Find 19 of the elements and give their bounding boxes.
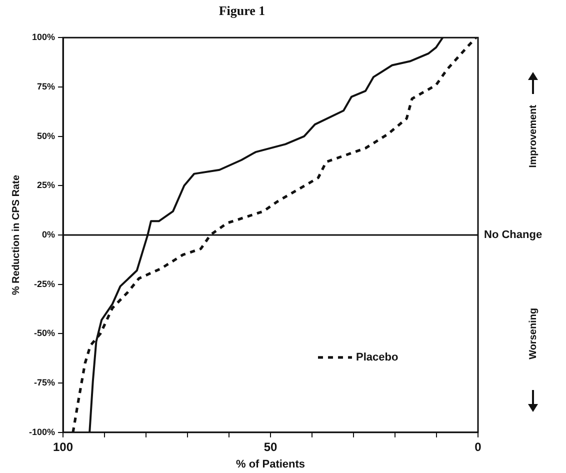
y-tick-label: -100%	[29, 426, 56, 437]
text: Improvement	[528, 104, 539, 168]
y-axis-title: % Reduction in CPS Rate	[10, 174, 22, 296]
y-tick-label: 75%	[37, 81, 56, 92]
chart-title: Figure 1	[218, 3, 266, 18]
y-tick-label: -75%	[34, 378, 56, 388]
x-axis-title: % of Patients	[236, 458, 306, 470]
legend-label: Placebo	[356, 351, 398, 364]
x-tick-label: 100	[53, 440, 74, 454]
y-tick-label: 100%	[32, 32, 56, 42]
text: Worsening	[528, 308, 539, 360]
y-tick-label: 0%	[42, 229, 56, 240]
x-tick-label: 50	[264, 440, 278, 454]
y-tick-label: 25%	[37, 180, 56, 190]
x-tick-label: 0	[474, 440, 482, 454]
ref-line-label: No Change	[484, 229, 542, 242]
y-tick-label: -25%	[34, 278, 56, 289]
y-tick-label: 50%	[37, 130, 56, 141]
y-tick-label: -50%	[34, 328, 56, 338]
